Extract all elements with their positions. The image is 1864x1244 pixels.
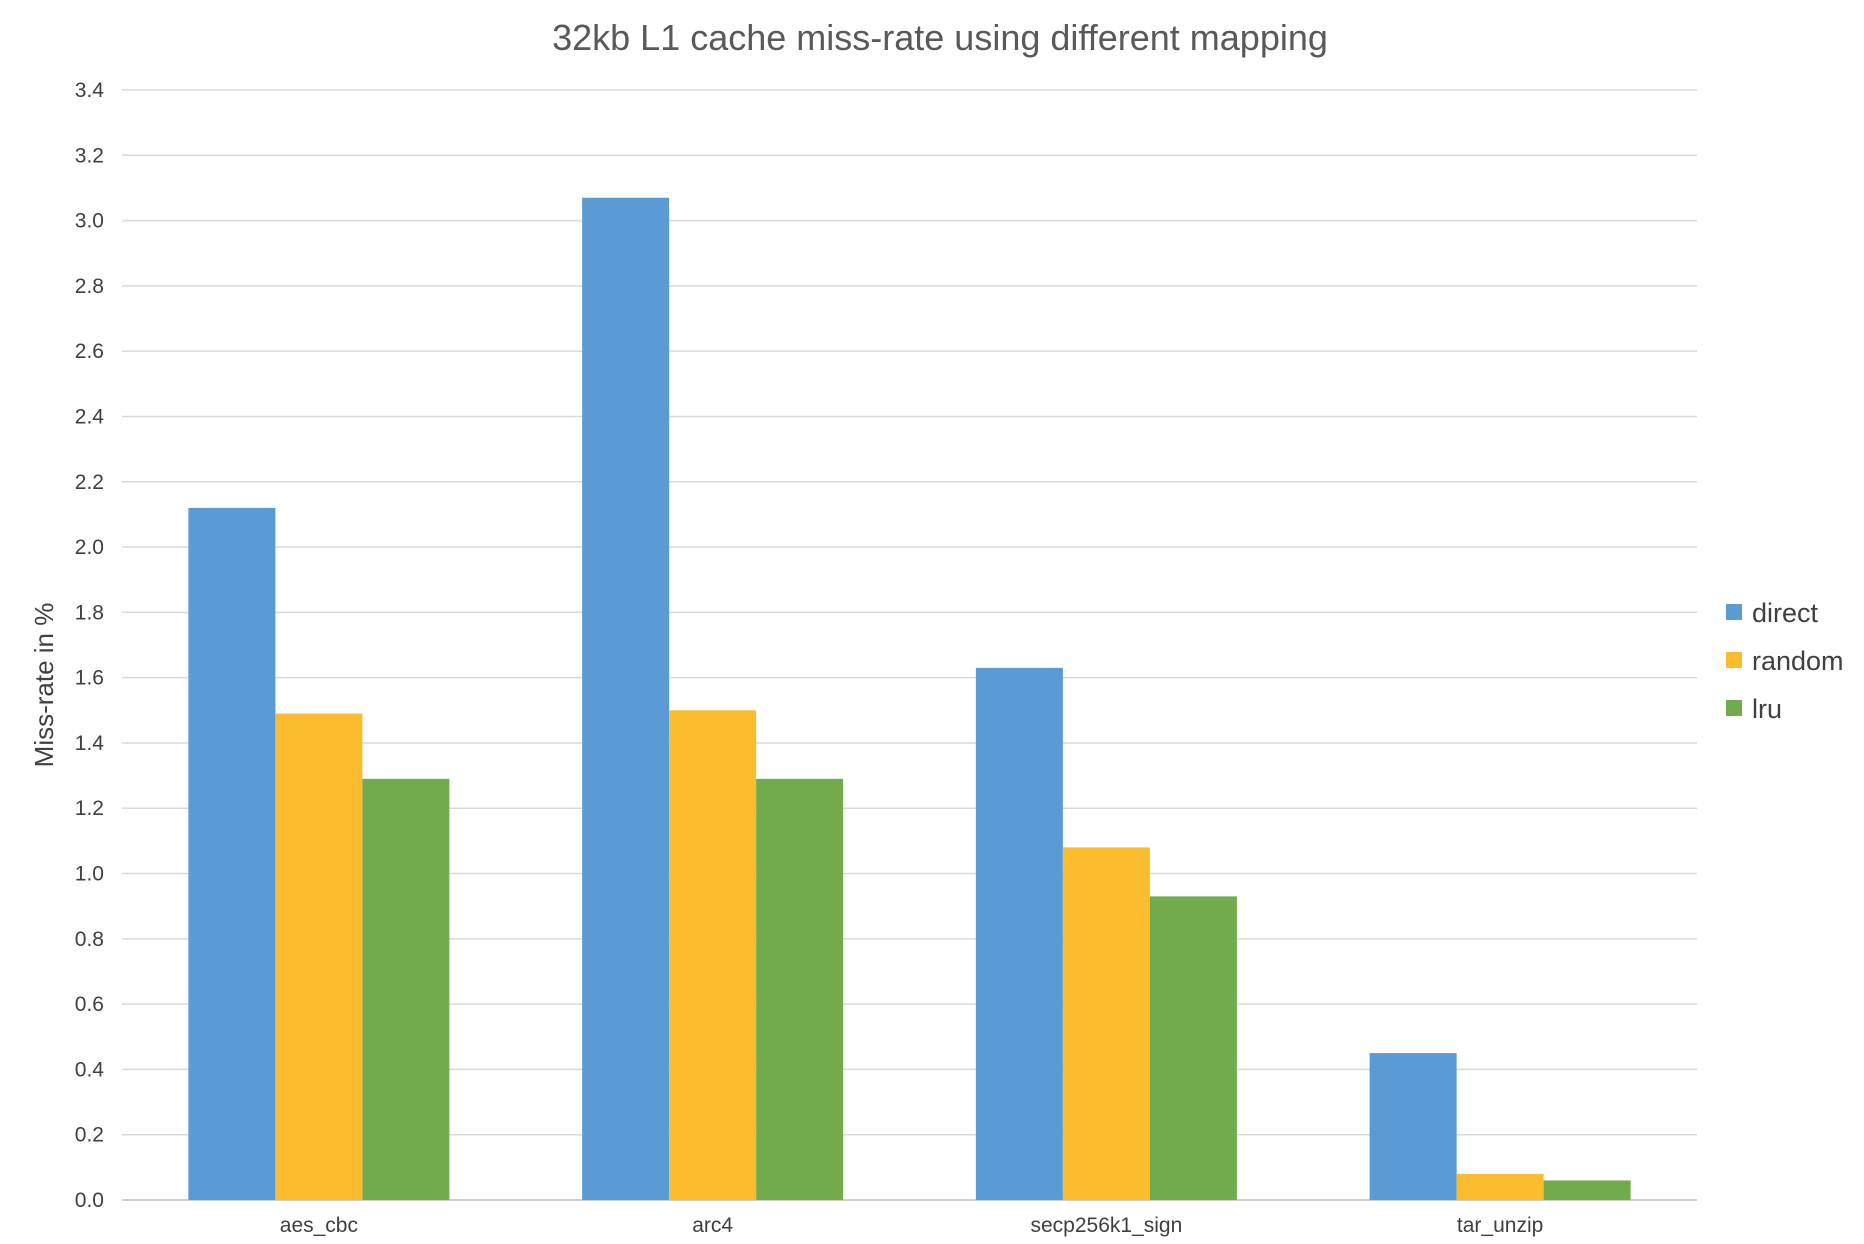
x-tick-label: aes_cbc — [280, 1214, 358, 1237]
y-tick-label: 0.2 — [75, 1124, 104, 1147]
y-tick-label: 3.2 — [75, 144, 104, 167]
x-tick-label: secp256k1_sign — [1030, 1214, 1182, 1237]
legend: direct random lru — [1726, 598, 1844, 724]
y-tick-label: 1.4 — [75, 732, 105, 755]
x-axis-tick-labels: aes_cbc arc4 secp256k1_sign tar_unzip — [280, 1214, 1544, 1237]
bar-direct-arc4 — [582, 197, 670, 1200]
x-tick-label: tar_unzip — [1457, 1214, 1543, 1237]
y-tick-label: 2.2 — [75, 471, 104, 494]
y-axis-title: Miss-rate in % — [29, 603, 59, 768]
x-tick-label: arc4 — [692, 1214, 733, 1237]
y-tick-label: 0.6 — [75, 993, 104, 1016]
y-axis-tick-labels: 0.0 0.2 0.4 0.6 0.8 1.0 1.2 1.4 1.6 1.8 2.0 2.2 2.4 2… — [75, 79, 105, 1212]
y-tick-label: 1.2 — [75, 797, 104, 820]
y-tick-label: 2.4 — [75, 405, 105, 428]
legend-label-lru: lru — [1752, 694, 1782, 724]
bar-random-arc4 — [669, 710, 757, 1200]
chart-title: 32kb L1 cache miss-rate using different … — [552, 17, 1328, 58]
y-tick-label: 1.8 — [75, 601, 104, 624]
legend-swatch-lru — [1726, 700, 1742, 716]
legend-swatch-direct — [1726, 604, 1742, 620]
bar-lru-aes_cbc — [362, 778, 450, 1200]
y-tick-label: 2.6 — [75, 340, 104, 363]
y-tick-label: 1.0 — [75, 863, 104, 886]
bar-lru-secp256k1_sign — [1149, 896, 1237, 1200]
bar-random-tar_unzip — [1456, 1173, 1544, 1200]
bar-direct-secp256k1_sign — [975, 667, 1063, 1200]
bar-lru-tar_unzip — [1543, 1180, 1631, 1200]
y-tick-label: 0.4 — [75, 1058, 105, 1081]
bars — [188, 197, 1631, 1201]
y-tick-label: 2.8 — [75, 275, 104, 298]
legend-label-direct: direct — [1752, 598, 1819, 628]
bar-direct-aes_cbc — [188, 507, 276, 1201]
bar-lru-arc4 — [756, 778, 844, 1200]
y-tick-label: 0.8 — [75, 928, 104, 951]
y-tick-label: 3.0 — [75, 210, 104, 233]
legend-label-random: random — [1752, 646, 1844, 676]
y-tick-label: 2.0 — [75, 536, 104, 559]
legend-swatch-random — [1726, 652, 1742, 668]
y-tick-label: 0.0 — [75, 1189, 104, 1212]
bar-direct-tar_unzip — [1369, 1053, 1457, 1200]
bar-random-aes_cbc — [275, 713, 363, 1200]
bar-random-secp256k1_sign — [1062, 847, 1150, 1200]
y-tick-label: 3.4 — [75, 79, 105, 102]
y-tick-label: 1.6 — [75, 667, 104, 690]
